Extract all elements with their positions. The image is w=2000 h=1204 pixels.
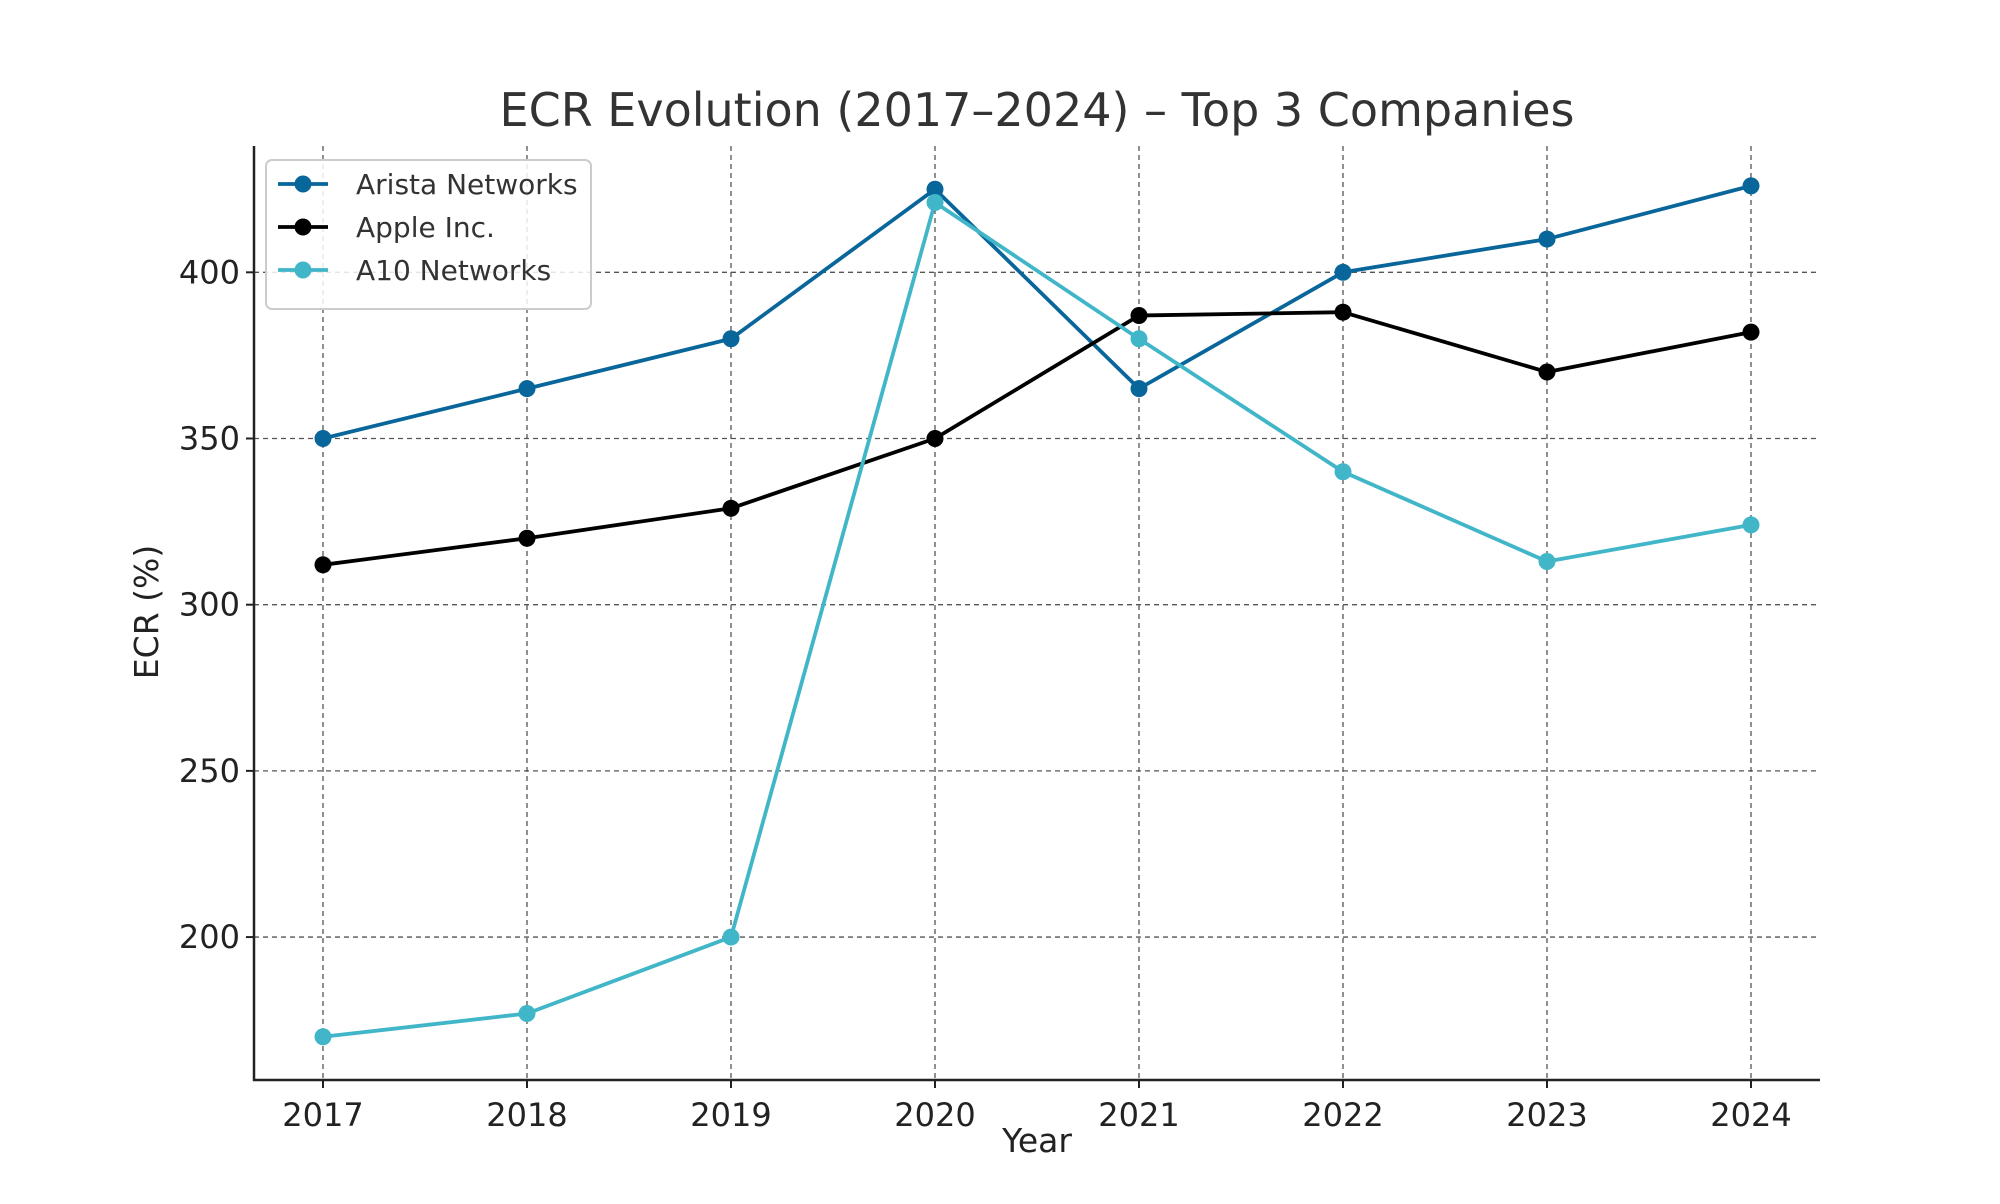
- series-layer: [314, 177, 1760, 1046]
- data-point: [1538, 363, 1556, 381]
- data-point: [1742, 323, 1760, 341]
- x-tick-label: 2023: [1506, 1096, 1587, 1134]
- data-point: [518, 529, 536, 547]
- data-point: [518, 380, 536, 398]
- chart-title: ECR Evolution (2017–2024) – Top 3 Compan…: [500, 83, 1575, 137]
- legend-item: Arista Networks: [278, 168, 578, 201]
- legend: Arista Networks Apple Inc. A10 Networks: [265, 159, 592, 310]
- data-point: [314, 429, 332, 447]
- data-point: [314, 1028, 332, 1046]
- series-a10-networks: [314, 194, 1760, 1046]
- data-point: [722, 499, 740, 517]
- x-tick-label: 2024: [1710, 1096, 1791, 1134]
- x-axis-title: Year: [1001, 1121, 1072, 1160]
- y-tick-label: 250: [179, 752, 240, 790]
- x-tick-label: 2022: [1302, 1096, 1383, 1134]
- data-point: [722, 928, 740, 946]
- data-point: [1334, 263, 1352, 281]
- series-apple-inc-: [314, 303, 1760, 574]
- legend-label: A10 Networks: [356, 254, 551, 287]
- data-point: [1130, 330, 1148, 348]
- data-point: [722, 330, 740, 348]
- series-arista-networks: [314, 177, 1760, 447]
- legend-label: Arista Networks: [356, 168, 578, 201]
- data-point: [1742, 177, 1760, 195]
- x-tick-label: 2019: [690, 1096, 771, 1134]
- series-line: [322, 310, 1752, 567]
- data-point: [926, 180, 944, 198]
- data-point: [1538, 230, 1556, 248]
- data-point: [1334, 303, 1352, 321]
- series-line: [322, 200, 1752, 1039]
- x-tick-label: 2017: [282, 1096, 363, 1134]
- axis-spines: [252, 146, 1820, 1082]
- x-tick-label: 2018: [486, 1096, 567, 1134]
- legend-swatch-marker: [294, 261, 312, 279]
- data-point: [1538, 552, 1556, 570]
- y-tick-label: 400: [179, 253, 240, 291]
- legend-swatch-marker: [294, 175, 312, 193]
- series-line: [322, 184, 1752, 441]
- axes: 2017 2018 2019 2020 2021 2022 2023 2024 200 250 30…: [179, 146, 1820, 1134]
- y-axis-title: ECR (%): [127, 545, 166, 679]
- data-point: [1742, 516, 1760, 534]
- data-point: [926, 429, 944, 447]
- legend-box: [265, 159, 592, 310]
- x-tick-label: 2021: [1098, 1096, 1179, 1134]
- data-point: [518, 1005, 536, 1023]
- data-point: [1130, 380, 1148, 398]
- legend-item: A10 Networks: [278, 254, 551, 287]
- x-tick-label: 2020: [894, 1096, 975, 1134]
- legend-label: Apple Inc.: [356, 211, 495, 244]
- y-tick-label: 200: [179, 918, 240, 956]
- legend-swatch-marker: [294, 218, 312, 236]
- data-point: [314, 556, 332, 574]
- y-tick-label: 350: [179, 419, 240, 457]
- data-point: [926, 194, 944, 212]
- y-tick-label: 300: [179, 586, 240, 624]
- legend-item: Apple Inc.: [278, 211, 495, 244]
- data-point: [1130, 307, 1148, 325]
- data-point: [1334, 463, 1352, 481]
